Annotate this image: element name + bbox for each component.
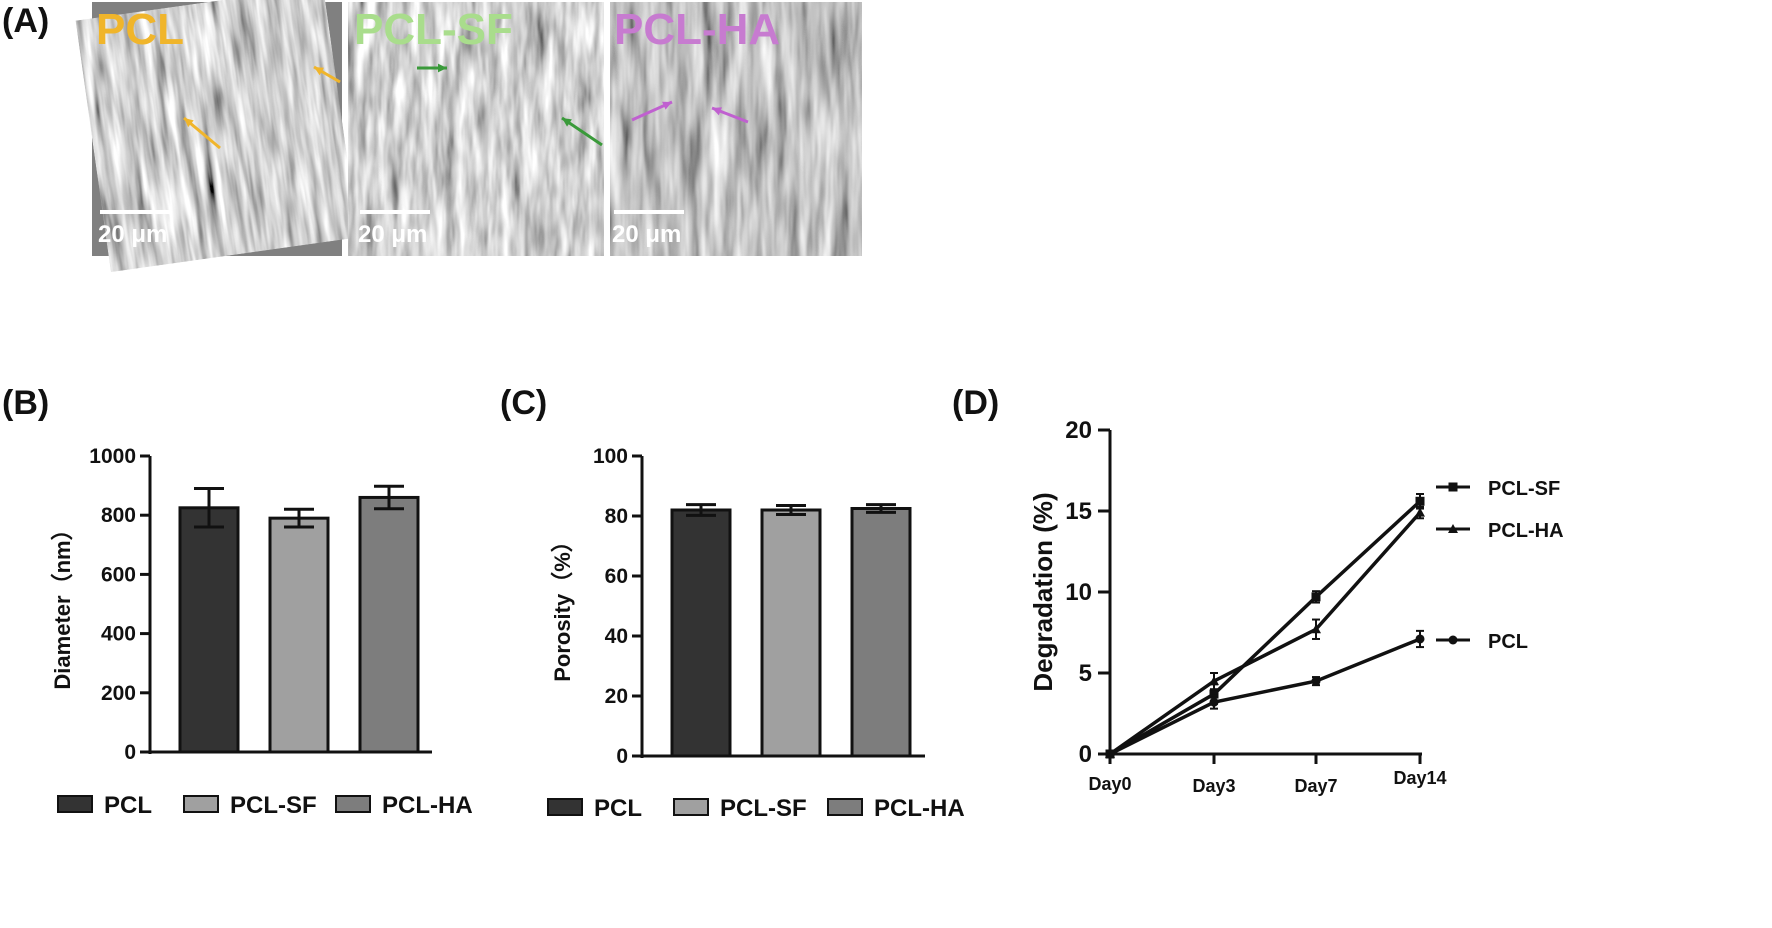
panel-letter-b: (B) <box>2 384 49 422</box>
data-point <box>1209 689 1219 699</box>
legend-label: PCL <box>104 792 152 819</box>
bar <box>670 508 732 758</box>
legend-label: PCL-SF <box>720 795 807 822</box>
legend-marker <box>1448 635 1458 645</box>
arrow-head-icon <box>314 67 324 76</box>
sem-image-pcl-ha <box>610 2 862 256</box>
sem-label-pcl-sf: PCL-SF <box>354 5 513 54</box>
legend-swatch <box>57 795 93 813</box>
sem-label-pcl: PCL <box>96 5 184 54</box>
x-tick-label: Day0 <box>1088 774 1131 794</box>
arrow-head-icon <box>712 107 722 116</box>
legend-swatch <box>183 795 219 813</box>
bar <box>850 507 912 758</box>
y-tick-label: 0 <box>1079 741 1092 768</box>
y-tick-label: 20 <box>605 685 628 708</box>
bar <box>760 508 822 758</box>
legend-swatch <box>335 795 371 813</box>
legend-marker <box>1448 482 1458 492</box>
legend-label: PCL <box>1488 631 1528 653</box>
y-tick-label: 20 <box>1065 417 1092 444</box>
scale-label: 20 μm <box>358 221 427 248</box>
bar <box>358 495 420 754</box>
y-tick-label: 5 <box>1079 660 1092 687</box>
legend-label: PCL-SF <box>230 792 317 819</box>
series-line <box>1108 511 1422 756</box>
data-point <box>1311 592 1321 602</box>
series-line <box>1109 499 1422 756</box>
legend-label: PCL <box>594 795 642 822</box>
series-line <box>1109 637 1421 756</box>
y-tick-label: 60 <box>605 565 628 588</box>
y-axis-label: Degradation (%) <box>1028 492 1058 691</box>
y-tick-label: 200 <box>101 682 136 705</box>
legend-swatch <box>547 798 583 816</box>
chart-porosity: 0 20 40 60 80 100 Porosity（%） PCL PCL-SF PCL-HA <box>547 445 965 822</box>
legend-swatch <box>673 798 709 816</box>
y-tick-label: 800 <box>101 504 136 527</box>
y-tick-label: 15 <box>1065 498 1092 525</box>
arrow-head-icon <box>184 118 194 128</box>
data-point <box>1415 496 1425 506</box>
legend-label: PCL-HA <box>874 795 965 822</box>
y-tick-label: 1000 <box>89 445 136 468</box>
bar <box>178 506 240 754</box>
scale-label: 20 μm <box>612 221 681 248</box>
data-point <box>1311 676 1321 686</box>
y-axis-label: Diameter（nm） <box>50 518 75 689</box>
arrow-head-icon <box>562 118 572 127</box>
panel-letter-c: (C) <box>500 384 547 422</box>
legend-label: PCL-HA <box>382 792 473 819</box>
y-tick-label: 10 <box>1065 579 1092 606</box>
data-point <box>1415 634 1425 644</box>
data-point <box>1209 697 1219 707</box>
bar <box>268 516 330 754</box>
y-tick-label: 100 <box>593 445 628 468</box>
panel-letter-d: (D) <box>952 384 999 422</box>
legend-swatch <box>827 798 863 816</box>
legend-label: PCL-HA <box>1488 520 1564 542</box>
x-tick-label: Day7 <box>1294 776 1337 796</box>
legend-label: PCL-SF <box>1488 478 1560 500</box>
y-tick-label: 400 <box>101 623 136 646</box>
data-point <box>1415 507 1425 517</box>
y-axis-label: Porosity（%） <box>550 530 575 682</box>
chart-diameter: 0 200 400 600 800 1000 Diameter（nm） PCL PCL-SF PC… <box>50 445 473 819</box>
y-tick-label: 0 <box>616 745 628 768</box>
x-tick-label: Day14 <box>1393 768 1446 788</box>
sem-label-pcl-ha: PCL-HA <box>614 5 780 54</box>
sem-arrows <box>183 63 749 150</box>
scale-label: 20 μm <box>98 221 167 248</box>
data-point <box>1311 624 1321 634</box>
legend-marker <box>1448 524 1458 533</box>
arrow-head-icon <box>662 101 672 110</box>
data-point <box>1105 749 1115 759</box>
y-tick-label: 40 <box>605 625 628 648</box>
x-tick-label: Day3 <box>1192 776 1235 796</box>
arrow-head-icon <box>437 63 447 73</box>
y-tick-label: 0 <box>124 741 136 764</box>
data-point <box>1209 676 1219 686</box>
y-tick-label: 80 <box>605 505 628 528</box>
panel-letter-a: (A) <box>2 2 49 40</box>
chart-degradation: 0 5 10 15 20 Day0 Day3 Day7 Day14 Degradation (%)… <box>1028 417 1564 796</box>
y-tick-label: 600 <box>101 563 136 586</box>
